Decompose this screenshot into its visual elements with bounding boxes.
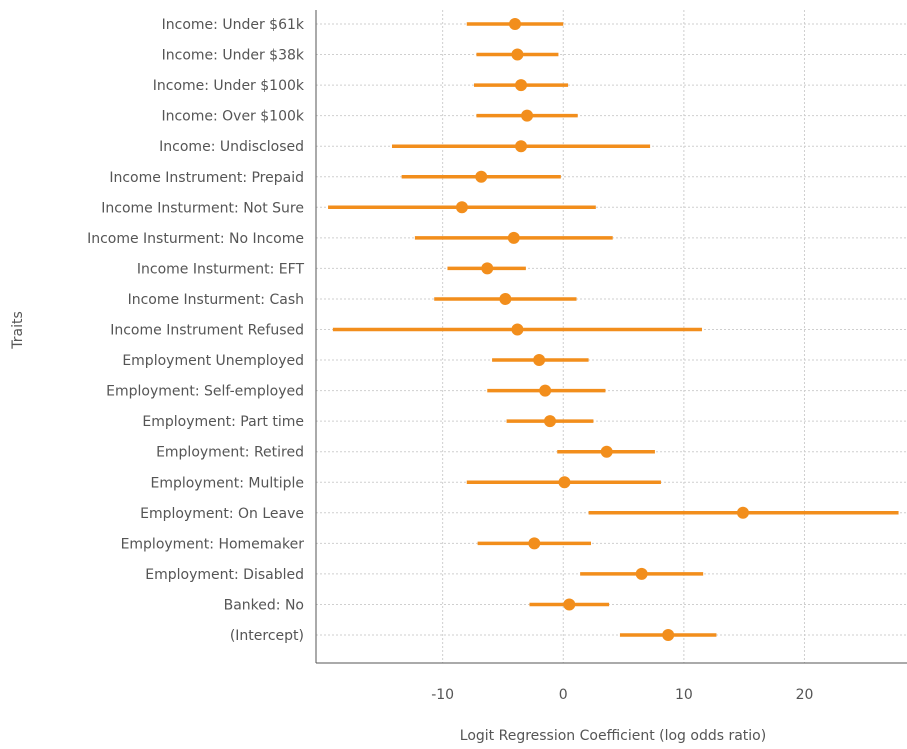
y-tick-label: Employment: Self-employed: [106, 384, 304, 400]
point-estimate: [481, 262, 494, 275]
point-estimate: [507, 231, 520, 244]
y-tick-label: Employment: Homemaker: [121, 536, 305, 552]
y-tick-label: Income Insturment: No Income: [87, 231, 304, 247]
grid-layer: [316, 10, 907, 663]
estimate-marks: [328, 18, 899, 641]
point-estimate: [521, 109, 534, 122]
y-tick-label: Income: Under $100k: [153, 78, 305, 94]
point-estimate: [558, 476, 571, 489]
y-tick-label: Income Insturment: EFT: [137, 261, 305, 277]
point-estimate: [515, 79, 528, 92]
point-estimate: [736, 506, 749, 519]
y-tick-label: Banked: No: [224, 597, 304, 613]
y-tick-label: Employment: Part time: [142, 414, 304, 430]
y-tick-label: Income Instrument: Prepaid: [109, 170, 304, 186]
y-tick-label: Income Insturment: Cash: [128, 292, 304, 308]
y-tick-label: Income Instrument Refused: [110, 323, 304, 339]
x-tick-labels: -10 0 10 20: [431, 687, 813, 703]
y-tick-label: Employment: Multiple: [150, 475, 304, 491]
y-tick-label: Employment: On Leave: [140, 506, 304, 522]
point-estimate: [635, 567, 648, 580]
point-estimate: [511, 48, 524, 61]
y-tick-label: Income: Under $61k: [162, 17, 305, 33]
y-tick-label: (Intercept): [230, 628, 304, 644]
point-estimate: [539, 384, 552, 397]
point-estimate: [511, 323, 524, 336]
y-tick-label: Employment: Disabled: [145, 567, 304, 583]
axis-layer: [315, 10, 907, 664]
x-tick-label: 10: [675, 687, 693, 703]
point-estimate: [499, 292, 512, 305]
point-estimate: [528, 537, 541, 550]
y-tick-label: Income: Undisclosed: [159, 139, 304, 155]
point-estimate: [509, 18, 522, 30]
point-estimate: [563, 598, 576, 611]
y-tick-label: Income: Under $38k: [162, 48, 305, 64]
point-estimate: [475, 170, 488, 183]
y-axis-title: Traits: [10, 311, 26, 350]
point-estimate: [533, 354, 546, 367]
x-tick-label: 20: [796, 687, 814, 703]
point-estimate: [455, 201, 468, 214]
point-estimate: [543, 415, 556, 428]
y-tick-label: Income Insturment: Not Sure: [101, 200, 304, 216]
x-tick-label: 0: [559, 687, 568, 703]
x-tick-label: -10: [431, 687, 454, 703]
x-axis-title: Logit Regression Coefficient (log odds r…: [460, 728, 766, 744]
point-estimate: [662, 629, 675, 641]
y-tick-label: Employment Unemployed: [122, 353, 304, 369]
y-tick-label: Employment: Retired: [156, 445, 304, 461]
point-estimate: [600, 445, 613, 458]
y-tick-labels: Income: Under $61k Income: Under $38k Inco…: [87, 17, 305, 644]
point-estimate: [515, 140, 528, 153]
y-tick-label: Income: Over $100k: [161, 109, 304, 125]
